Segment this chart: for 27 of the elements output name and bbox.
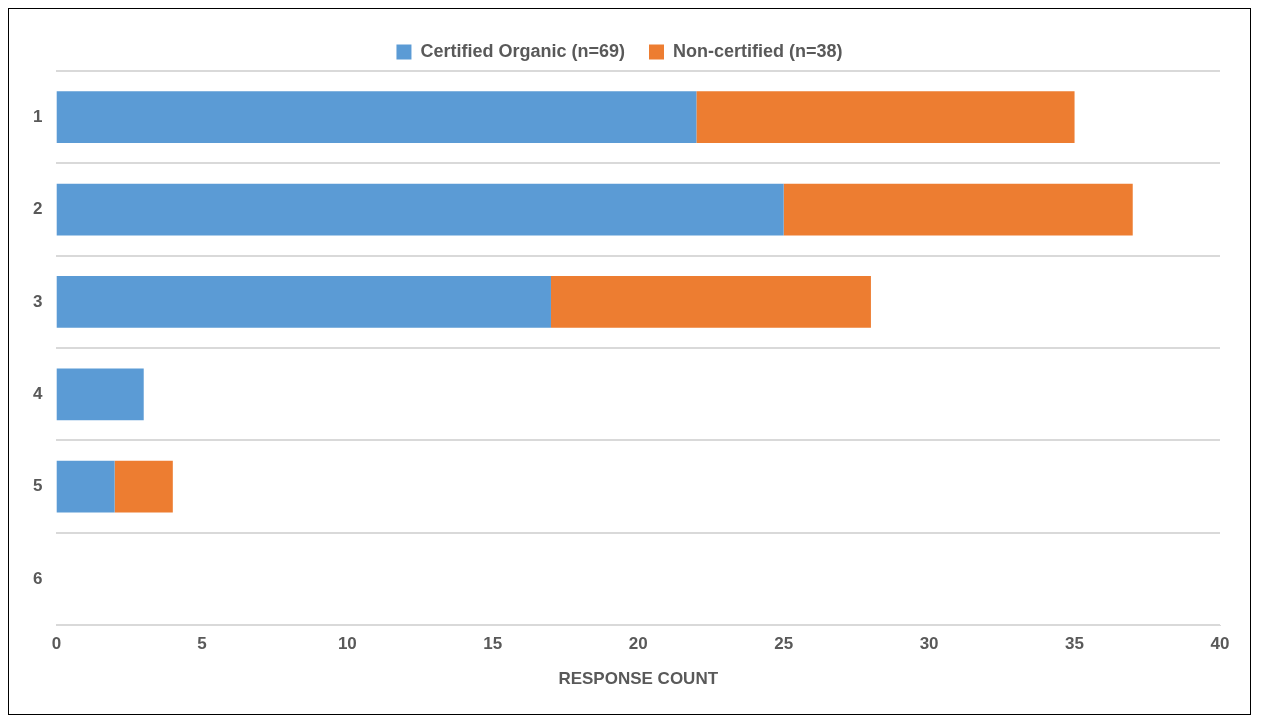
x-tick-label: 20 [628,634,648,654]
bar [114,460,173,513]
x-tick-label: 5 [197,634,207,654]
legend-label: Non-certified (n=38) [673,40,843,61]
x-tick-label: 40 [1210,634,1230,654]
y-tick-label: 1 [32,106,43,126]
x-tick-label: 25 [774,634,794,654]
y-tick-label: 2 [32,199,43,219]
bar [550,276,871,328]
y-tick-label: 6 [32,568,43,588]
x-axis-title: RESPONSE COUNT [558,669,719,689]
x-tick-label: 35 [1065,634,1085,654]
y-tick-label: 3 [32,291,43,311]
y-tick-label: 5 [32,476,43,496]
x-tick-label: 10 [337,634,357,654]
bar [56,460,115,513]
y-tick-label: 4 [32,383,43,403]
x-tick-label: 30 [919,634,939,654]
bar [56,183,784,236]
bar [56,91,697,144]
x-tick-label: 0 [51,634,62,654]
bar [56,276,551,328]
bar [56,368,144,421]
bar [783,183,1133,236]
legend-label: Certified Organic (n=69) [420,40,626,61]
bar [696,91,1075,144]
x-tick-label: 15 [483,634,503,654]
